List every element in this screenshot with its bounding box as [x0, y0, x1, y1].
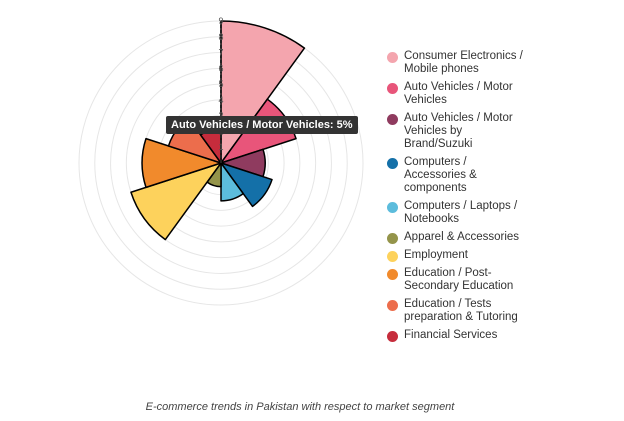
legend-item[interactable]: Computers / Accessories & components	[387, 156, 527, 195]
legend-swatch	[387, 52, 398, 63]
legend-item[interactable]: Consumer Electronics / Mobile phones	[387, 50, 527, 76]
legend-label: Auto Vehicles / Motor Vehicles by Brand/…	[404, 112, 513, 150]
legend-item[interactable]: Financial Services	[387, 329, 527, 342]
legend-item[interactable]: Education / Post-Secondary Education	[387, 267, 527, 293]
legend-item[interactable]: Employment	[387, 249, 527, 262]
legend-swatch	[387, 251, 398, 262]
legend-swatch	[387, 114, 398, 125]
legend-label: Apparel & Accessories	[404, 231, 520, 243]
legend-label: Consumer Electronics / Mobile phones	[404, 50, 523, 75]
tooltip: Auto Vehicles / Motor Vehicles: 5%	[166, 116, 358, 134]
legend-swatch	[387, 202, 398, 213]
legend-label: Computers / Laptops / Notebooks	[404, 200, 518, 225]
tick-label: 1	[218, 142, 223, 152]
tick-label: 6	[218, 63, 223, 73]
legend-item[interactable]: Education / Tests preparation & Tutoring	[387, 298, 527, 324]
legend-swatch	[387, 158, 398, 169]
legend-swatch	[387, 269, 398, 280]
slice[interactable]	[220, 162, 273, 208]
legend-label: Financial Services	[404, 329, 498, 341]
legend-label: Education / Post-Secondary Education	[404, 267, 514, 292]
legend-swatch	[387, 233, 398, 244]
radial-axis: 123456789	[218, 16, 224, 163]
tick-label: 3	[218, 111, 223, 121]
slice[interactable]	[141, 137, 222, 189]
legend-item[interactable]: Computers / Laptops / Notebooks	[387, 200, 527, 226]
slice[interactable]	[130, 162, 222, 241]
legend-swatch	[387, 331, 398, 342]
legend-label: Auto Vehicles / Motor Vehicles	[404, 81, 513, 106]
tick-label: 7	[218, 48, 223, 58]
tick-label: 9	[218, 16, 223, 26]
legend-item[interactable]: Apparel & Accessories	[387, 231, 527, 244]
chart-caption: E-commerce trends in Pakistan with respe…	[145, 401, 455, 413]
legend-item[interactable]: Auto Vehicles / Motor Vehicles	[387, 81, 527, 107]
legend-swatch	[387, 83, 398, 94]
legend: Consumer Electronics / Mobile phones Auto…	[387, 50, 527, 347]
legend-item[interactable]: Auto Vehicles / Motor Vehicles by Brand/…	[387, 112, 527, 151]
legend-label: Computers / Accessories & components	[404, 156, 477, 194]
tick-label: 8	[218, 32, 223, 42]
tick-label: 5	[218, 79, 223, 89]
slice[interactable]	[220, 162, 245, 202]
legend-swatch	[387, 300, 398, 311]
legend-label: Education / Tests preparation & Tutoring	[404, 298, 518, 323]
legend-label: Employment	[404, 249, 468, 261]
tick-label: 4	[218, 95, 223, 105]
